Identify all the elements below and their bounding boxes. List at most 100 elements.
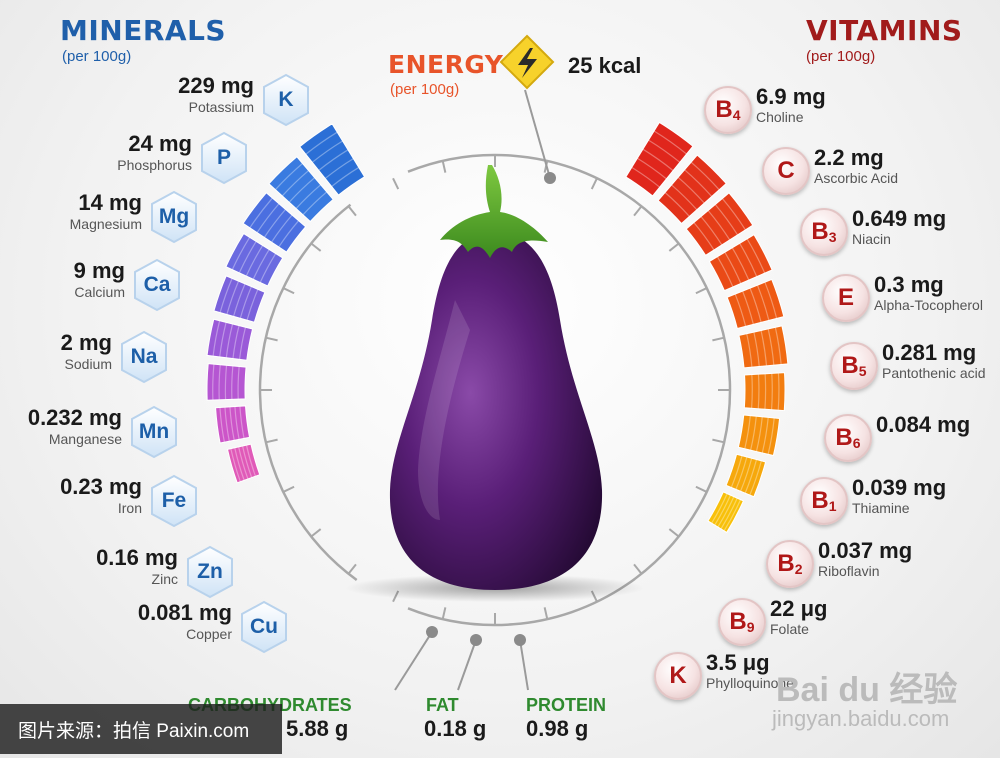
vitamin-index: 2 (794, 561, 803, 577)
vitamin-bar-stripe (716, 256, 734, 288)
eggplant-body (389, 232, 603, 590)
mineral-bar-stripe (246, 289, 259, 321)
vitamin-bar-stripe (690, 161, 720, 191)
vitamin-letter: B (811, 487, 829, 514)
vitamin-bar-stripe (744, 459, 758, 494)
mineral-symbol: Zn (197, 560, 223, 583)
mineral-bar-stripe (295, 184, 322, 209)
vitamin-index: 4 (732, 107, 741, 123)
vitamin-badge: K (654, 652, 702, 700)
vitamin-badge: E (822, 274, 870, 322)
vitamin-name: Folate (770, 621, 809, 637)
vitamin-value: 0.3 mg (874, 272, 944, 297)
mineral-symbol: Mg (158, 205, 190, 228)
mineral-name: Zinc (151, 571, 178, 587)
connector-dots (426, 172, 556, 646)
mineral-symbol: Cu (250, 615, 278, 638)
mineral-bar-stripe (226, 280, 240, 315)
vitamin-name: Niacin (852, 231, 891, 247)
mineral-row-magnesium: 14 mg Magnesium Mg (0, 190, 202, 246)
mineral-value: 9 mg (73, 258, 125, 283)
mineral-value: 0.232 mg (27, 405, 122, 430)
energy-bolt-icon (499, 34, 555, 90)
vitamin-bar-stripe (671, 184, 698, 211)
vitamin-value: 2.2 mg (814, 145, 884, 170)
baidu-watermark-url: jingyan.baidu.com (772, 706, 950, 731)
mineral-symbol-badge: K (262, 73, 310, 127)
vitamin-bar-6 (743, 372, 786, 412)
vitamin-bar-stripe (774, 327, 782, 365)
mineral-bar-1 (268, 156, 334, 223)
vitamin-value: 0.039 mg (852, 475, 947, 500)
vitamin-bar-stripe (751, 374, 753, 409)
scale-tick (265, 438, 278, 444)
scale-tick (590, 177, 598, 190)
scale-tick (633, 205, 643, 217)
mineral-bar-stripe (278, 220, 300, 248)
vitamin-bar-stripe (749, 460, 762, 496)
mineral-bar-stripe (288, 177, 316, 203)
mineral-value: 229 mg (178, 73, 254, 98)
vitamin-bar-stripe (721, 198, 746, 231)
vitamin-bar-stripe (664, 192, 690, 217)
mineral-bar-6 (206, 363, 247, 401)
vitamin-bar-stripe (746, 333, 753, 368)
vitamin-letter: C (777, 157, 795, 184)
vitamin-bar-0 (625, 121, 694, 197)
vitamins-title: VITAMINS (806, 14, 963, 47)
vitamin-bar-stripe (677, 176, 705, 204)
mineral-bar-stripe (249, 197, 273, 229)
mineral-bar-stripe (212, 364, 215, 401)
mineral-bar-stripe (311, 140, 343, 163)
vitamin-bar-stripe (764, 373, 767, 410)
mineral-bar-5 (206, 318, 254, 361)
scale-tick (695, 287, 708, 295)
mineral-value: 14 mg (78, 190, 142, 215)
mineral-symbol-badge: Mg (150, 190, 198, 244)
vitamin-bar-stripe (744, 415, 751, 449)
vitamin-value: 0.649 mg (852, 206, 947, 231)
mineral-bar-stripe (302, 191, 328, 216)
vitamin-name: Alpha-Tocopherol (874, 297, 983, 313)
mineral-value: 24 mg (128, 131, 192, 156)
mineral-bar-stripe (218, 364, 221, 400)
vitamin-index: 9 (746, 619, 755, 635)
scale-tick (347, 205, 357, 217)
mineral-name: Magnesium (69, 216, 142, 232)
mineral-row-manganese: 0.232 mg Manganese Mn (0, 405, 182, 461)
vitamin-bar-stripe (734, 293, 747, 327)
scale-tick (392, 177, 400, 190)
mineral-bar-stripe (231, 365, 234, 400)
vitamin-bar-7 (737, 414, 781, 457)
vitamin-bar-stripe (755, 416, 763, 452)
vitamin-bar-stripe (761, 417, 769, 454)
vitamin-bar-stripe (757, 374, 760, 409)
vitamin-name: Pantothenic acid (882, 365, 986, 381)
vitamin-name: Ascorbic Acid (814, 170, 899, 186)
mineral-symbol: Fe (161, 489, 187, 512)
mineral-symbol-badge: Mn (130, 405, 178, 459)
vitamin-bar-stripe (764, 281, 778, 319)
minerals-subtitle: (per 100g) (62, 48, 132, 65)
scale-tick (712, 336, 725, 342)
scale-tick (441, 607, 447, 620)
vitamin-index: 1 (828, 498, 837, 514)
vitamin-bars (625, 121, 789, 534)
vitamin-value: 0.037 mg (818, 538, 913, 563)
mineral-bar-8 (226, 443, 261, 484)
connector-lines (394, 89, 551, 691)
mineral-bar-stripe (224, 365, 228, 400)
mineral-bar-0 (299, 123, 366, 196)
vitamin-bar-stripe (711, 493, 728, 524)
mineral-name: Potassium (188, 99, 254, 115)
scale-tick (310, 528, 322, 538)
mineral-bar-stripe (232, 283, 246, 317)
scale-tick (282, 287, 295, 295)
mineral-row-calcium: 9 mg Calcium Ca (0, 258, 185, 314)
mineral-bar-stripe (318, 149, 349, 171)
mineral-bar-stripe (252, 249, 270, 280)
mineral-bar-stripe (230, 448, 241, 482)
